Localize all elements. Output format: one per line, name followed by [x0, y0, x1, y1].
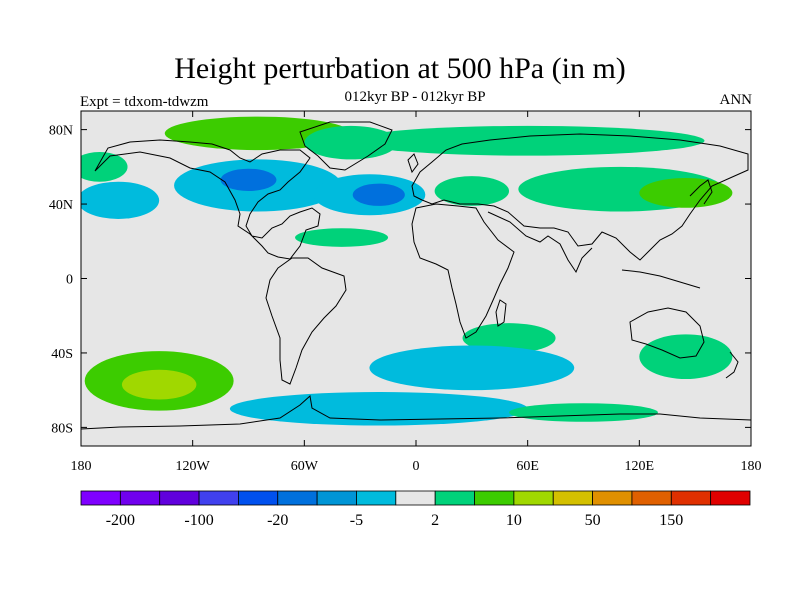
- lat-tick-label: 0: [66, 273, 73, 288]
- colorbar-box: [513, 490, 554, 506]
- anomaly-southern-ocean: [229, 392, 528, 426]
- anomaly-caribbean: [295, 228, 389, 247]
- lon-tick-label: 120W: [176, 459, 211, 474]
- colorbar-box: [356, 490, 397, 506]
- colorbar-box: [119, 490, 161, 506]
- coast-antarctica: [81, 395, 751, 430]
- experiment-label: Expt = tdxom-tdwzm: [80, 94, 209, 110]
- anomaly-australia-south: [639, 334, 733, 379]
- coast-britain: [407, 153, 419, 174]
- lon-tick-label: 180: [71, 459, 92, 474]
- colorbar-box: [552, 490, 593, 506]
- anomaly-antarctica-coast: [509, 403, 658, 422]
- anomaly-aleutian: [81, 151, 128, 182]
- colorbar-label: -5: [350, 512, 363, 529]
- colorbar-label: -200: [106, 512, 135, 529]
- colorbar-label: 50: [585, 512, 601, 529]
- coast-arabia: [487, 211, 593, 274]
- lon-tick-label: 60W: [291, 459, 319, 474]
- colorbar-box: [474, 490, 515, 506]
- lat-tick-label: 40N: [49, 198, 73, 213]
- coast-madagascar: [495, 299, 507, 327]
- colorbar-box: [670, 490, 712, 506]
- anomaly-canada-core: [220, 168, 277, 192]
- colorbar-label: 2: [431, 512, 439, 529]
- coast-africa: [411, 203, 515, 339]
- colorbar: -200 -100 -20 -5 2 10 50 150: [80, 490, 751, 529]
- anomaly-fields: [81, 116, 733, 426]
- anomaly-europe-ridge: [434, 176, 510, 206]
- anomaly-asia-high-core: [639, 178, 733, 208]
- anomaly-south-atlantic: [369, 345, 575, 391]
- colorbar-label: -20: [267, 512, 288, 529]
- colorbar-box: [198, 490, 239, 506]
- lon-tick-label: 60E: [516, 459, 539, 474]
- colorbar-box: [592, 490, 633, 506]
- coast-new-zealand: [725, 351, 739, 379]
- season-label: ANN: [719, 92, 753, 108]
- coast-australia: [629, 307, 705, 359]
- colorbar-box: [159, 490, 200, 506]
- colorbar-box: [434, 490, 475, 506]
- anomaly-north-atlantic-core: [352, 183, 405, 206]
- colorbar-box: [710, 490, 751, 506]
- lat-tick-label: 80N: [49, 124, 73, 139]
- page-title: Height perturbation at 500 hPa (in m): [174, 52, 626, 85]
- lat-tick-label: 40S: [51, 347, 73, 362]
- anomaly-indian-ocean: [462, 323, 556, 353]
- colorbar-box: [80, 490, 121, 506]
- subtitle: 012kyr BP - 012kyr BP: [344, 89, 486, 105]
- coast-south-america: [265, 257, 347, 385]
- lon-tick-label: 120E: [625, 459, 655, 474]
- lon-tick-label: 0: [413, 459, 420, 474]
- coast-eurasia: [411, 133, 749, 261]
- colorbar-label: 10: [506, 512, 522, 529]
- colorbar-box: [238, 490, 279, 506]
- colorbar-box: [631, 490, 672, 506]
- coast-north-america: [94, 139, 321, 260]
- anomaly-north-pacific: [81, 181, 160, 219]
- colorbar-box: [316, 490, 357, 506]
- lon-tick-label: 180: [741, 459, 762, 474]
- colorbar-box: [277, 490, 318, 506]
- colorbar-label: -100: [184, 512, 213, 529]
- coast-indonesia: [621, 269, 701, 289]
- coast-greenland: [299, 121, 393, 171]
- coastlines: [81, 121, 751, 430]
- anomaly-arctic-greenland: [164, 116, 351, 151]
- lat-tick-label: 80S: [51, 421, 73, 436]
- anomaly-south-pacific-core: [121, 369, 197, 400]
- map-axes: 80N 40N 0 40S 80S 180 120W 60W 0 60E 120E 180: [49, 111, 762, 474]
- colorbar-label: 150: [659, 512, 683, 529]
- coast-japan: [689, 179, 713, 205]
- colorbar-box: [395, 490, 436, 506]
- anomaly-siberia: [350, 125, 705, 156]
